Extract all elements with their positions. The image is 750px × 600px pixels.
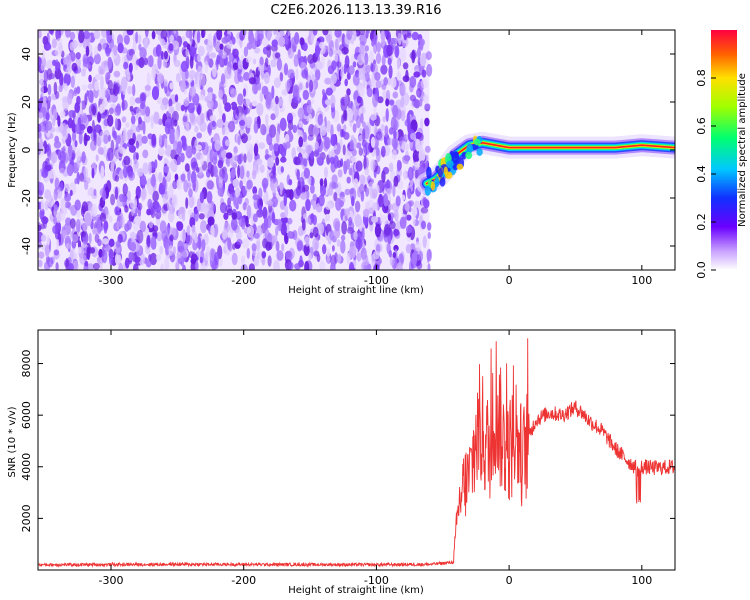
snr-ytick-label: 4000	[20, 453, 33, 481]
spec-ytick-label: -20	[20, 189, 33, 207]
spec-ytick-label: 20	[20, 95, 33, 109]
spec-xtick-label: 0	[506, 274, 513, 287]
figure-title: C2E6.2026.113.13.39.R16	[270, 3, 441, 18]
spec-xtick-label: -200	[231, 274, 256, 287]
spec-ytick-label: 0	[20, 147, 33, 154]
snr-ylabel: SNR (10 * v/v)	[7, 406, 18, 477]
spec-ytick-label: 40	[20, 47, 33, 61]
colorbar-tick-label: 0.0	[695, 261, 708, 279]
colorbar-tick-label: 0.8	[695, 69, 708, 87]
spec-xtick-label: 100	[631, 274, 652, 287]
signal-track	[415, 131, 675, 196]
colorbar-label: Normalized spectral amplitude	[737, 73, 748, 227]
snr-frame	[37, 329, 676, 571]
colorbar-tick-label: 0.2	[695, 213, 708, 231]
snr-panel: -300 -200 -100 0 100 2000 4000 6000 8000 Height …	[7, 329, 676, 596]
snr-series-line	[38, 338, 675, 568]
colorbar-tick-label: 0.6	[695, 117, 708, 135]
snr-ytick-label: 8000	[20, 350, 33, 378]
spectrogram-xlabel: Height of straight line (km)	[288, 285, 424, 296]
spectrogram-ylabel: Frequency (Hz)	[7, 112, 18, 188]
colorbar-scale	[711, 30, 737, 270]
noise-texture	[38, 30, 433, 270]
snr-xtick-label: -300	[99, 574, 124, 587]
snr-xtick-label: -200	[231, 574, 256, 587]
colorbar-tick-label: 0.4	[695, 165, 708, 183]
spec-xtick-label: -100	[364, 274, 389, 287]
colorbar: 0.0 0.2 0.4 0.6 0.8 Normalized spectral ampl…	[695, 30, 748, 279]
snr-xlabel: Height of straight line (km)	[288, 585, 424, 596]
snr-ytick-label: 6000	[20, 401, 33, 429]
snr-xtick-label: 100	[631, 574, 652, 587]
snr-ytick-label: 2000	[20, 504, 33, 532]
snr-xtick-label: 0	[506, 574, 513, 587]
snr-xtick-label: -100	[364, 574, 389, 587]
spec-ytick-label: -40	[20, 237, 33, 255]
spec-xtick-label: -300	[99, 274, 124, 287]
